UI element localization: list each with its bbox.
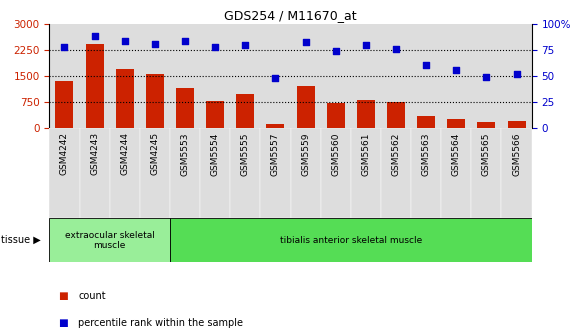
Point bbox=[60, 45, 69, 50]
Text: count: count bbox=[78, 291, 106, 301]
Point bbox=[150, 42, 160, 47]
Bar bbox=[447, 119, 465, 128]
Bar bbox=[176, 88, 194, 128]
Text: GSM5564: GSM5564 bbox=[452, 132, 461, 176]
Text: tissue ▶: tissue ▶ bbox=[1, 235, 40, 245]
Bar bbox=[49, 24, 80, 128]
Text: GSM4243: GSM4243 bbox=[90, 132, 99, 175]
Bar bbox=[80, 24, 110, 128]
Point bbox=[241, 43, 250, 48]
Text: GSM5559: GSM5559 bbox=[301, 132, 310, 176]
Bar bbox=[146, 74, 164, 128]
Point bbox=[451, 68, 461, 73]
Text: GSM5562: GSM5562 bbox=[392, 132, 400, 176]
Bar bbox=[327, 103, 345, 128]
Bar bbox=[508, 121, 526, 128]
Point bbox=[361, 43, 371, 48]
Bar bbox=[441, 128, 471, 218]
Bar bbox=[260, 24, 290, 128]
Point bbox=[271, 75, 280, 80]
Point bbox=[512, 71, 521, 76]
Bar bbox=[351, 24, 381, 128]
Bar bbox=[351, 128, 381, 218]
Bar bbox=[49, 218, 170, 262]
Bar bbox=[471, 128, 501, 218]
Text: GSM5555: GSM5555 bbox=[241, 132, 250, 176]
Text: GSM4244: GSM4244 bbox=[120, 132, 129, 175]
Point bbox=[210, 45, 220, 50]
Point bbox=[301, 40, 310, 45]
Text: GSM5553: GSM5553 bbox=[181, 132, 189, 176]
Bar bbox=[296, 86, 315, 128]
Bar bbox=[200, 24, 230, 128]
Bar bbox=[49, 128, 80, 218]
Bar bbox=[290, 128, 321, 218]
Point bbox=[482, 74, 491, 79]
Bar bbox=[267, 124, 285, 128]
Bar bbox=[478, 122, 496, 128]
Bar bbox=[441, 24, 471, 128]
Bar bbox=[110, 128, 140, 218]
Text: GSM5566: GSM5566 bbox=[512, 132, 521, 176]
Point bbox=[120, 39, 130, 44]
Bar bbox=[501, 24, 532, 128]
Bar bbox=[387, 102, 405, 128]
Bar bbox=[381, 128, 411, 218]
Bar bbox=[110, 24, 140, 128]
Bar bbox=[417, 116, 435, 128]
Bar bbox=[55, 81, 74, 128]
Bar bbox=[230, 24, 260, 128]
Text: ■: ■ bbox=[58, 291, 68, 301]
Bar bbox=[471, 24, 501, 128]
Text: GSM5554: GSM5554 bbox=[211, 132, 220, 176]
Bar bbox=[200, 128, 230, 218]
Bar bbox=[206, 100, 224, 128]
Text: GSM5563: GSM5563 bbox=[422, 132, 431, 176]
Bar bbox=[321, 128, 351, 218]
Text: ■: ■ bbox=[58, 318, 68, 328]
Text: GSM5565: GSM5565 bbox=[482, 132, 491, 176]
Text: GSM4245: GSM4245 bbox=[150, 132, 159, 175]
Text: GSM5557: GSM5557 bbox=[271, 132, 280, 176]
Bar bbox=[290, 24, 321, 128]
Text: GSM4242: GSM4242 bbox=[60, 132, 69, 175]
Bar bbox=[236, 94, 254, 128]
Text: extraocular skeletal
muscle: extraocular skeletal muscle bbox=[64, 230, 155, 250]
Bar bbox=[230, 128, 260, 218]
Bar bbox=[321, 24, 351, 128]
Bar bbox=[170, 218, 532, 262]
Bar bbox=[116, 69, 134, 128]
Text: GSM5561: GSM5561 bbox=[361, 132, 370, 176]
Text: GSM5560: GSM5560 bbox=[331, 132, 340, 176]
Bar bbox=[411, 128, 441, 218]
Title: GDS254 / M11670_at: GDS254 / M11670_at bbox=[224, 9, 357, 23]
Text: percentile rank within the sample: percentile rank within the sample bbox=[78, 318, 243, 328]
Bar bbox=[140, 128, 170, 218]
Bar bbox=[85, 44, 103, 128]
Bar bbox=[501, 128, 532, 218]
Bar bbox=[170, 24, 200, 128]
Text: tibialis anterior skeletal muscle: tibialis anterior skeletal muscle bbox=[279, 236, 422, 245]
Bar bbox=[411, 24, 441, 128]
Bar bbox=[357, 100, 375, 128]
Bar bbox=[140, 24, 170, 128]
Bar bbox=[381, 24, 411, 128]
Point bbox=[180, 39, 189, 44]
Point bbox=[392, 46, 401, 51]
Point bbox=[421, 62, 431, 68]
Point bbox=[331, 48, 340, 53]
Bar bbox=[260, 128, 290, 218]
Point bbox=[90, 33, 99, 39]
Bar bbox=[80, 128, 110, 218]
Bar bbox=[170, 128, 200, 218]
